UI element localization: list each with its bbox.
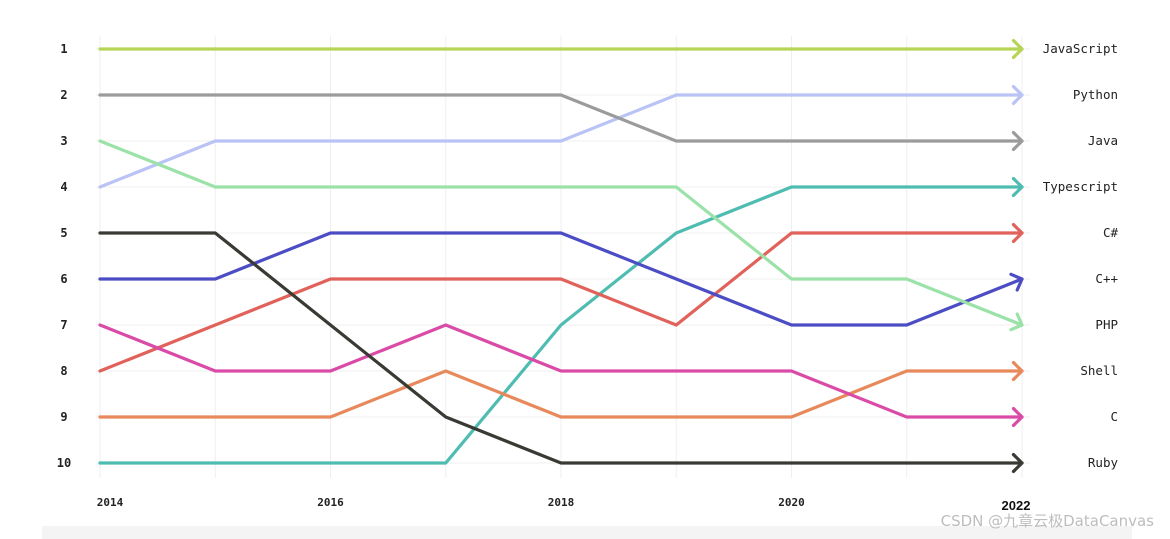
series-lines: [98, 38, 1024, 474]
series-line: [98, 231, 1024, 373]
series-line: [98, 369, 1024, 419]
series-label: C#: [1103, 225, 1119, 240]
x-axis-year-labels: 2014 2016 2018 2020 2022: [97, 496, 1031, 513]
series-arrowhead: [1011, 452, 1024, 474]
year-tick-label: 2020: [778, 496, 805, 509]
series-line: [98, 93, 1024, 143]
year-tick-label: 2022: [1002, 498, 1031, 513]
year-tick-label: 2018: [548, 496, 575, 509]
series-label: Typescript: [1043, 179, 1118, 194]
rank-tick-label: 3: [60, 134, 67, 148]
series-line: [98, 139, 1024, 327]
rank-tick-label: 5: [60, 226, 67, 240]
series-label: C++: [1095, 271, 1118, 286]
year-tick-label: 2014: [97, 496, 124, 509]
series-label: PHP: [1095, 317, 1118, 332]
series-arrowhead: [1011, 84, 1024, 106]
series-line: [98, 93, 1024, 189]
series-arrowhead: [1009, 272, 1024, 292]
rank-tick-label: 7: [60, 318, 67, 332]
series-arrowhead: [1011, 222, 1024, 244]
series-arrowhead: [1009, 312, 1024, 332]
bottom-bar: [42, 526, 1132, 539]
y-axis-rank-labels: 1 2 3 4 5 6 7 8 9 10: [57, 42, 71, 470]
series-label: Shell: [1080, 363, 1118, 378]
series-label: Ruby: [1088, 455, 1119, 470]
rank-tick-label: 1: [60, 42, 67, 56]
series-line: [98, 185, 1024, 465]
rank-tick-label: 4: [60, 180, 67, 194]
series-end-labels: JavaScript Python Java Typescript C# C++ PHP Sh…: [1043, 41, 1119, 470]
series-arrowhead: [1011, 176, 1024, 198]
series-label: Python: [1073, 87, 1118, 102]
series-arrowhead: [1011, 38, 1024, 60]
rank-tick-label: 9: [60, 410, 67, 424]
rank-tick-label: 2: [60, 88, 67, 102]
series-line: [98, 323, 1024, 419]
series-line: [98, 231, 1024, 465]
watermark: CSDN @九章云极DataCanvas: [940, 512, 1154, 530]
rank-tick-label: 6: [60, 272, 67, 286]
series-label: JavaScript: [1043, 41, 1118, 56]
series-arrowhead: [1011, 406, 1024, 428]
series-arrowhead: [1011, 360, 1024, 382]
rank-tick-label: 10: [57, 456, 71, 470]
series-arrowhead: [1011, 130, 1024, 152]
rank-tick-label: 8: [60, 364, 67, 378]
series-label: Java: [1088, 133, 1118, 148]
year-tick-label: 2016: [317, 496, 344, 509]
series-label: C: [1110, 409, 1118, 424]
